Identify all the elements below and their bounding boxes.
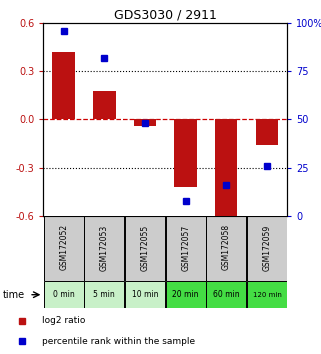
Text: GSM172052: GSM172052 — [59, 224, 68, 270]
Bar — [256, 120, 278, 145]
Bar — [247, 281, 287, 308]
Bar — [44, 281, 84, 308]
Bar — [166, 216, 206, 281]
Text: 60 min: 60 min — [213, 290, 239, 299]
Bar — [84, 216, 125, 281]
Text: 120 min: 120 min — [253, 292, 282, 298]
Text: time: time — [3, 290, 25, 300]
Text: GSM172055: GSM172055 — [141, 224, 150, 270]
Text: GSM172059: GSM172059 — [263, 224, 272, 270]
Bar — [247, 216, 287, 281]
Text: GSM172053: GSM172053 — [100, 224, 109, 270]
Text: log2 ratio: log2 ratio — [42, 316, 85, 325]
Bar — [125, 216, 165, 281]
Bar — [166, 281, 206, 308]
Bar — [175, 120, 197, 187]
Text: percentile rank within the sample: percentile rank within the sample — [42, 337, 195, 346]
Text: 5 min: 5 min — [93, 290, 115, 299]
Title: GDS3030 / 2911: GDS3030 / 2911 — [114, 9, 217, 22]
Text: 10 min: 10 min — [132, 290, 158, 299]
Bar — [53, 52, 75, 120]
Bar — [215, 120, 238, 219]
Bar — [44, 216, 84, 281]
Bar — [84, 281, 125, 308]
Text: GSM172057: GSM172057 — [181, 224, 190, 270]
Text: 20 min: 20 min — [172, 290, 199, 299]
Bar — [206, 281, 247, 308]
Bar — [206, 216, 247, 281]
Bar — [134, 120, 156, 126]
Text: 0 min: 0 min — [53, 290, 74, 299]
Bar — [125, 281, 165, 308]
Text: GSM172058: GSM172058 — [222, 224, 231, 270]
Bar — [93, 91, 116, 120]
